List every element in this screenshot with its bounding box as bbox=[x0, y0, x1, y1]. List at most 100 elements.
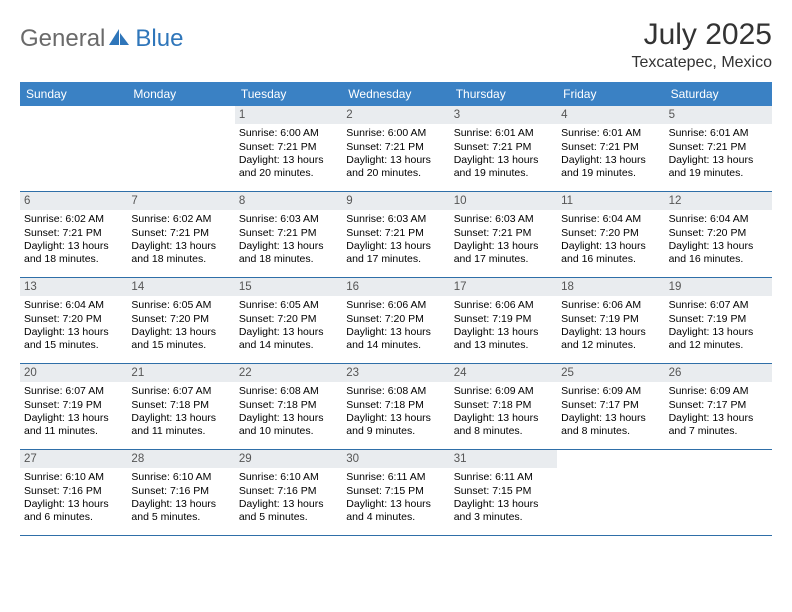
weekday-header: Wednesday bbox=[342, 82, 449, 106]
sunrise-line: Sunrise: 6:01 AM bbox=[669, 127, 768, 140]
day-number: 21 bbox=[127, 364, 234, 382]
daylight-line: Daylight: 13 hours and 14 minutes. bbox=[346, 326, 445, 352]
sunrise-line: Sunrise: 6:10 AM bbox=[24, 471, 123, 484]
day-number: 23 bbox=[342, 364, 449, 382]
calendar-cell: 30Sunrise: 6:11 AMSunset: 7:15 PMDayligh… bbox=[342, 450, 449, 536]
sunrise-line: Sunrise: 6:11 AM bbox=[454, 471, 553, 484]
sunset-line: Sunset: 7:21 PM bbox=[24, 227, 123, 240]
calendar-cell: 5Sunrise: 6:01 AMSunset: 7:21 PMDaylight… bbox=[665, 106, 772, 192]
weekday-header: Monday bbox=[127, 82, 234, 106]
sunrise-line: Sunrise: 6:05 AM bbox=[239, 299, 338, 312]
sunrise-line: Sunrise: 6:07 AM bbox=[669, 299, 768, 312]
calendar-cell: 27Sunrise: 6:10 AMSunset: 7:16 PMDayligh… bbox=[20, 450, 127, 536]
title-block: July 2025 Texcatepec, Mexico bbox=[631, 18, 772, 72]
day-number: 24 bbox=[450, 364, 557, 382]
location-label: Texcatepec, Mexico bbox=[631, 54, 772, 72]
day-number: 30 bbox=[342, 450, 449, 468]
day-number: 2 bbox=[342, 106, 449, 124]
daylight-line: Daylight: 13 hours and 18 minutes. bbox=[239, 240, 338, 266]
sunrise-line: Sunrise: 6:10 AM bbox=[131, 471, 230, 484]
calendar-cell: 14Sunrise: 6:05 AMSunset: 7:20 PMDayligh… bbox=[127, 278, 234, 364]
day-number: 11 bbox=[557, 192, 664, 210]
calendar-cell: 20Sunrise: 6:07 AMSunset: 7:19 PMDayligh… bbox=[20, 364, 127, 450]
page-header: General Blue July 2025 Texcatepec, Mexic… bbox=[20, 18, 772, 72]
sunrise-line: Sunrise: 6:09 AM bbox=[669, 385, 768, 398]
day-number: 20 bbox=[20, 364, 127, 382]
sunrise-line: Sunrise: 6:04 AM bbox=[561, 213, 660, 226]
calendar-cell: 31Sunrise: 6:11 AMSunset: 7:15 PMDayligh… bbox=[450, 450, 557, 536]
day-number: 9 bbox=[342, 192, 449, 210]
sunrise-line: Sunrise: 6:07 AM bbox=[131, 385, 230, 398]
sunrise-line: Sunrise: 6:01 AM bbox=[561, 127, 660, 140]
daylight-line: Daylight: 13 hours and 11 minutes. bbox=[24, 412, 123, 438]
calendar-cell: 4Sunrise: 6:01 AMSunset: 7:21 PMDaylight… bbox=[557, 106, 664, 192]
daylight-line: Daylight: 13 hours and 16 minutes. bbox=[561, 240, 660, 266]
sunset-line: Sunset: 7:21 PM bbox=[454, 141, 553, 154]
day-number: 19 bbox=[665, 278, 772, 296]
sunset-line: Sunset: 7:21 PM bbox=[239, 227, 338, 240]
sunset-line: Sunset: 7:18 PM bbox=[239, 399, 338, 412]
sunrise-line: Sunrise: 6:06 AM bbox=[454, 299, 553, 312]
day-number: 29 bbox=[235, 450, 342, 468]
daylight-line: Daylight: 13 hours and 3 minutes. bbox=[454, 498, 553, 524]
brand-logo: General Blue bbox=[20, 18, 183, 54]
sunset-line: Sunset: 7:21 PM bbox=[561, 141, 660, 154]
weekday-header: Sunday bbox=[20, 82, 127, 106]
daylight-line: Daylight: 13 hours and 14 minutes. bbox=[239, 326, 338, 352]
sunset-line: Sunset: 7:19 PM bbox=[669, 313, 768, 326]
sail-icon bbox=[109, 24, 131, 52]
calendar-cell: 22Sunrise: 6:08 AMSunset: 7:18 PMDayligh… bbox=[235, 364, 342, 450]
calendar-cell: 1Sunrise: 6:00 AMSunset: 7:21 PMDaylight… bbox=[235, 106, 342, 192]
calendar-grid: 1Sunrise: 6:00 AMSunset: 7:21 PMDaylight… bbox=[20, 106, 772, 536]
calendar-cell: 25Sunrise: 6:09 AMSunset: 7:17 PMDayligh… bbox=[557, 364, 664, 450]
calendar-cell: 16Sunrise: 6:06 AMSunset: 7:20 PMDayligh… bbox=[342, 278, 449, 364]
sunset-line: Sunset: 7:20 PM bbox=[346, 313, 445, 326]
sunset-line: Sunset: 7:18 PM bbox=[346, 399, 445, 412]
weekday-header: Saturday bbox=[665, 82, 772, 106]
sunset-line: Sunset: 7:18 PM bbox=[454, 399, 553, 412]
calendar-page: General Blue July 2025 Texcatepec, Mexic… bbox=[0, 0, 792, 546]
daylight-line: Daylight: 13 hours and 16 minutes. bbox=[669, 240, 768, 266]
sunrise-line: Sunrise: 6:06 AM bbox=[561, 299, 660, 312]
sunset-line: Sunset: 7:16 PM bbox=[24, 485, 123, 498]
brand-part1: General bbox=[20, 25, 105, 53]
calendar-cell: 11 Sunrise: 6:04 AMSunset: 7:20 PMDayligh… bbox=[557, 192, 664, 278]
sunrise-line: Sunrise: 6:04 AM bbox=[24, 299, 123, 312]
day-number: 8 bbox=[235, 192, 342, 210]
daylight-line: Daylight: 13 hours and 13 minutes. bbox=[454, 326, 553, 352]
daylight-line: Daylight: 13 hours and 5 minutes. bbox=[239, 498, 338, 524]
day-number: 14 bbox=[127, 278, 234, 296]
sunset-line: Sunset: 7:20 PM bbox=[131, 313, 230, 326]
day-number: 3 bbox=[450, 106, 557, 124]
sunrise-line: Sunrise: 6:06 AM bbox=[346, 299, 445, 312]
calendar-cell-empty bbox=[557, 450, 664, 536]
month-title: July 2025 bbox=[631, 18, 772, 52]
sunset-line: Sunset: 7:21 PM bbox=[131, 227, 230, 240]
daylight-line: Daylight: 13 hours and 20 minutes. bbox=[346, 154, 445, 180]
calendar-cell: 10Sunrise: 6:03 AMSunset: 7:21 PMDayligh… bbox=[450, 192, 557, 278]
daylight-line: Daylight: 13 hours and 4 minutes. bbox=[346, 498, 445, 524]
sunrise-line: Sunrise: 6:02 AM bbox=[24, 213, 123, 226]
daylight-line: Daylight: 13 hours and 19 minutes. bbox=[561, 154, 660, 180]
calendar-cell: 12Sunrise: 6:04 AMSunset: 7:20 PMDayligh… bbox=[665, 192, 772, 278]
calendar-cell: 8Sunrise: 6:03 AMSunset: 7:21 PMDaylight… bbox=[235, 192, 342, 278]
daylight-line: Daylight: 13 hours and 20 minutes. bbox=[239, 154, 338, 180]
sunrise-line: Sunrise: 6:03 AM bbox=[346, 213, 445, 226]
calendar-cell: 17Sunrise: 6:06 AMSunset: 7:19 PMDayligh… bbox=[450, 278, 557, 364]
daylight-line: Daylight: 13 hours and 19 minutes. bbox=[454, 154, 553, 180]
sunrise-line: Sunrise: 6:05 AM bbox=[131, 299, 230, 312]
sunset-line: Sunset: 7:16 PM bbox=[131, 485, 230, 498]
sunset-line: Sunset: 7:21 PM bbox=[346, 227, 445, 240]
calendar-cell: 26Sunrise: 6:09 AMSunset: 7:17 PMDayligh… bbox=[665, 364, 772, 450]
sunset-line: Sunset: 7:17 PM bbox=[669, 399, 768, 412]
daylight-line: Daylight: 13 hours and 8 minutes. bbox=[454, 412, 553, 438]
calendar-cell: 29Sunrise: 6:10 AMSunset: 7:16 PMDayligh… bbox=[235, 450, 342, 536]
calendar-cell: 23Sunrise: 6:08 AMSunset: 7:18 PMDayligh… bbox=[342, 364, 449, 450]
sunrise-line: Sunrise: 6:03 AM bbox=[454, 213, 553, 226]
sunset-line: Sunset: 7:20 PM bbox=[561, 227, 660, 240]
sunrise-line: Sunrise: 6:01 AM bbox=[454, 127, 553, 140]
weekday-header: Friday bbox=[557, 82, 664, 106]
sunset-line: Sunset: 7:21 PM bbox=[454, 227, 553, 240]
daylight-line: Daylight: 13 hours and 18 minutes. bbox=[131, 240, 230, 266]
day-number: 15 bbox=[235, 278, 342, 296]
